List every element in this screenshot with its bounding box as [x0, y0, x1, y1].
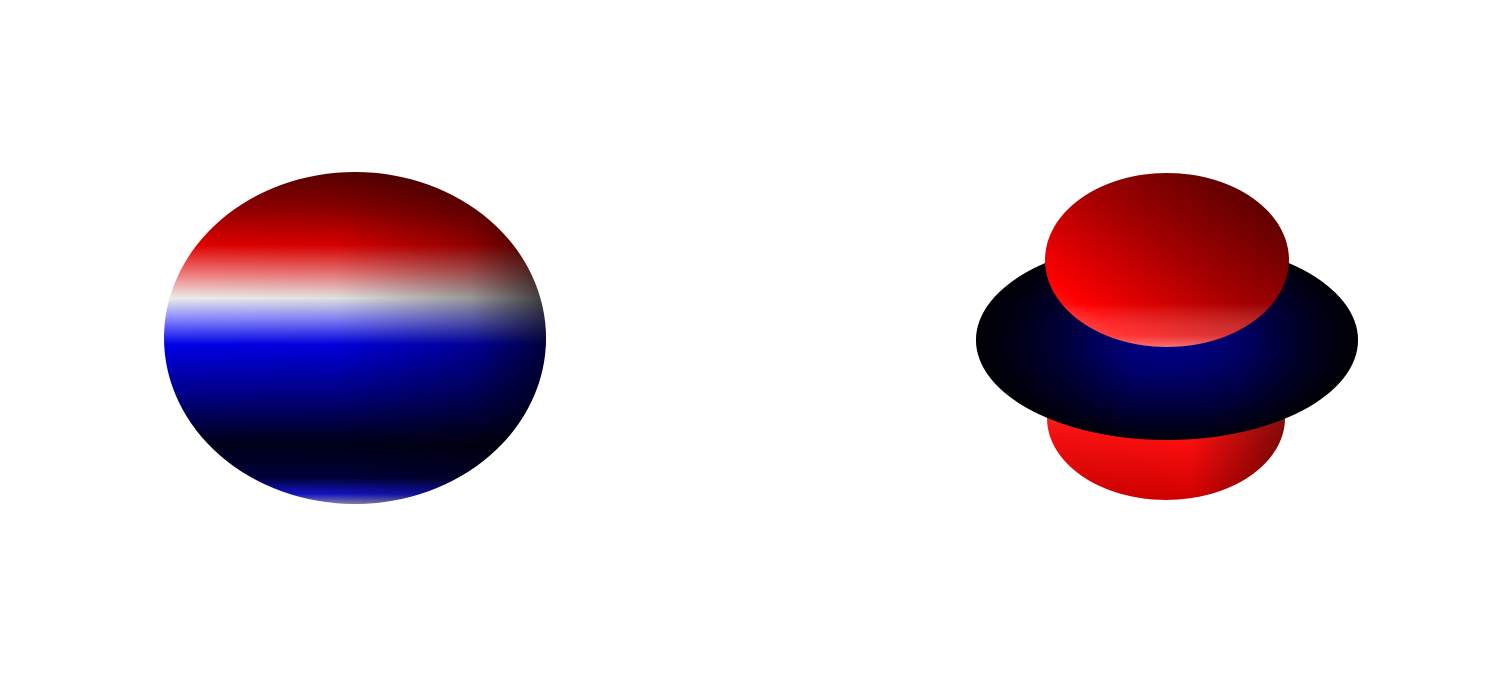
right-orbital — [976, 173, 1358, 500]
upper-lobe-shine — [1045, 173, 1289, 347]
sphere-side-shade — [164, 172, 546, 504]
left-sphere — [164, 172, 546, 504]
